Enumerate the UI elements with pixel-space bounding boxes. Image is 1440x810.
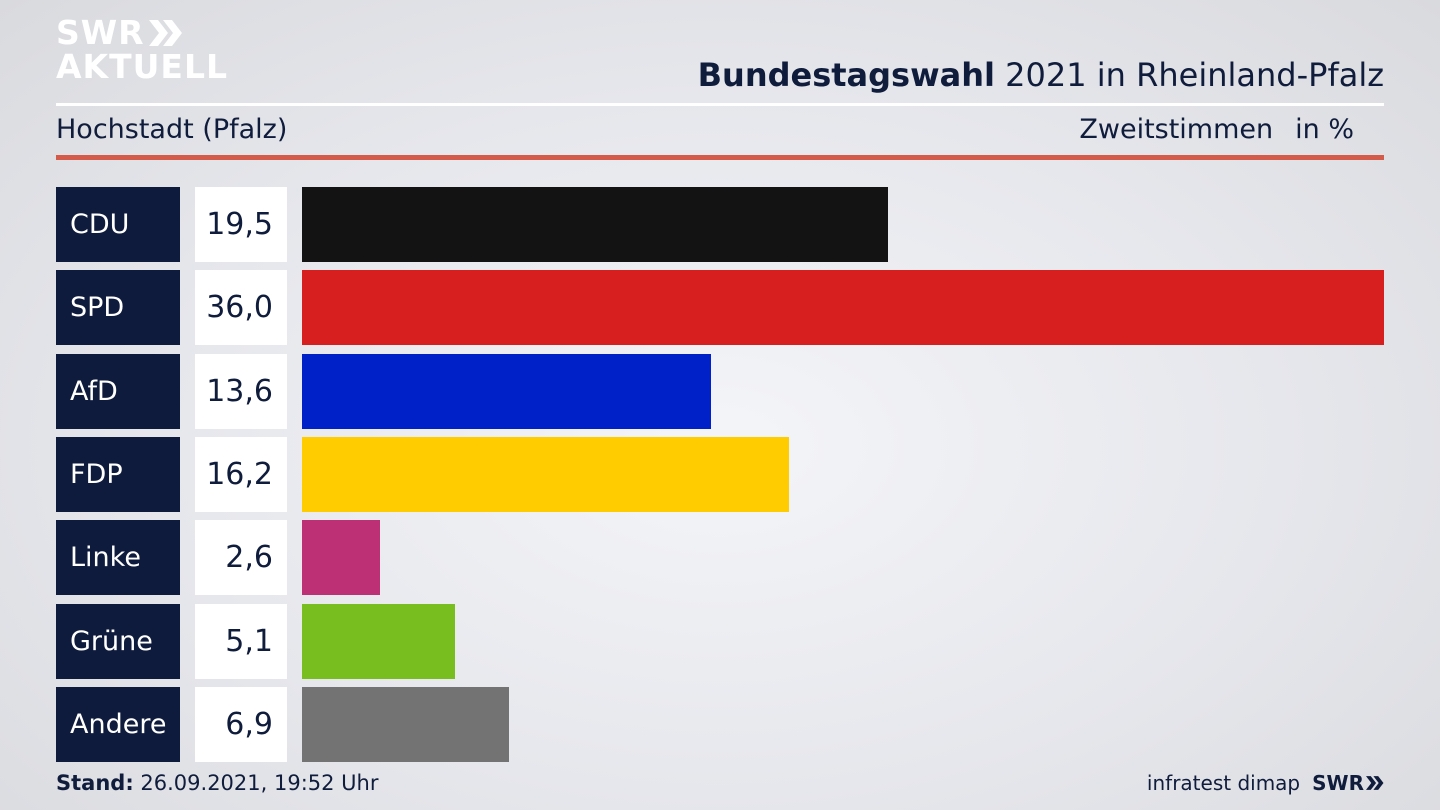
value-label: 13,6 bbox=[195, 353, 287, 429]
accent-divider bbox=[56, 155, 1384, 160]
value-label: 36,0 bbox=[195, 270, 287, 346]
chart-row-cdu: CDU 19,5 bbox=[56, 187, 1384, 262]
party-label: Andere bbox=[56, 686, 180, 762]
party-label: FDP bbox=[56, 436, 180, 512]
page-title: Bundestagswahl 2021 in Rheinland-Pfalz bbox=[698, 56, 1384, 94]
value-label: 19,5 bbox=[195, 187, 287, 262]
chart-row-spd: SPD 36,0 bbox=[56, 270, 1384, 346]
footer-credits: infratest dimap SWR bbox=[1147, 771, 1384, 795]
logo-swr-text: SWR bbox=[56, 13, 145, 52]
party-label: CDU bbox=[56, 187, 180, 262]
party-label: Grüne bbox=[56, 603, 180, 679]
party-label: AfD bbox=[56, 353, 180, 429]
party-label: Linke bbox=[56, 520, 180, 596]
value-label: 16,2 bbox=[195, 436, 287, 512]
header-divider bbox=[56, 103, 1384, 106]
footer-swr-text: SWR bbox=[1312, 771, 1364, 795]
bar-afd bbox=[302, 353, 711, 429]
bar-andere bbox=[302, 686, 510, 762]
value-label: 6,9 bbox=[195, 686, 287, 762]
logo-aktuell-text: AKTUELL bbox=[56, 47, 229, 86]
chart-row-linke: Linke 2,6 bbox=[56, 520, 1384, 596]
source-label: infratest dimap bbox=[1146, 771, 1301, 795]
double-chevron-icon bbox=[1366, 776, 1384, 790]
timestamp: Stand: 26.09.2021, 19:52 Uhr bbox=[56, 771, 379, 795]
title-rest: 2021 in Rheinland-Pfalz bbox=[995, 56, 1384, 94]
footer-swr-logo: SWR bbox=[1312, 771, 1384, 795]
chart-row-andere: Andere 6,9 bbox=[56, 686, 1384, 762]
value-label: 5,1 bbox=[195, 603, 287, 679]
double-chevron-icon bbox=[148, 20, 182, 46]
chart-row-fdp: FDP 16,2 bbox=[56, 436, 1384, 512]
bar-fdp bbox=[302, 436, 789, 512]
measure-text: Zweitstimmen bbox=[1079, 114, 1274, 145]
party-label: SPD bbox=[56, 270, 180, 346]
value-label: 2,6 bbox=[195, 520, 287, 596]
chart-row-afd: AfD 13,6 bbox=[56, 353, 1384, 429]
bar-grüne bbox=[302, 603, 456, 679]
measure-label: Zweitstimmen in % bbox=[1079, 114, 1354, 145]
location-label: Hochstadt (Pfalz) bbox=[56, 114, 288, 145]
bar-linke bbox=[302, 520, 381, 596]
unit-text: in % bbox=[1295, 114, 1354, 145]
stand-label: Stand: bbox=[56, 771, 134, 795]
bar-cdu bbox=[302, 187, 889, 262]
swr-aktuell-logo: SWR AKTUELL bbox=[56, 16, 228, 84]
stand-value: 26.09.2021, 19:52 Uhr bbox=[133, 771, 379, 795]
chart-row-grüne: Grüne 5,1 bbox=[56, 603, 1384, 679]
bar-spd bbox=[302, 270, 1384, 346]
title-bold: Bundestagswahl bbox=[697, 56, 995, 94]
